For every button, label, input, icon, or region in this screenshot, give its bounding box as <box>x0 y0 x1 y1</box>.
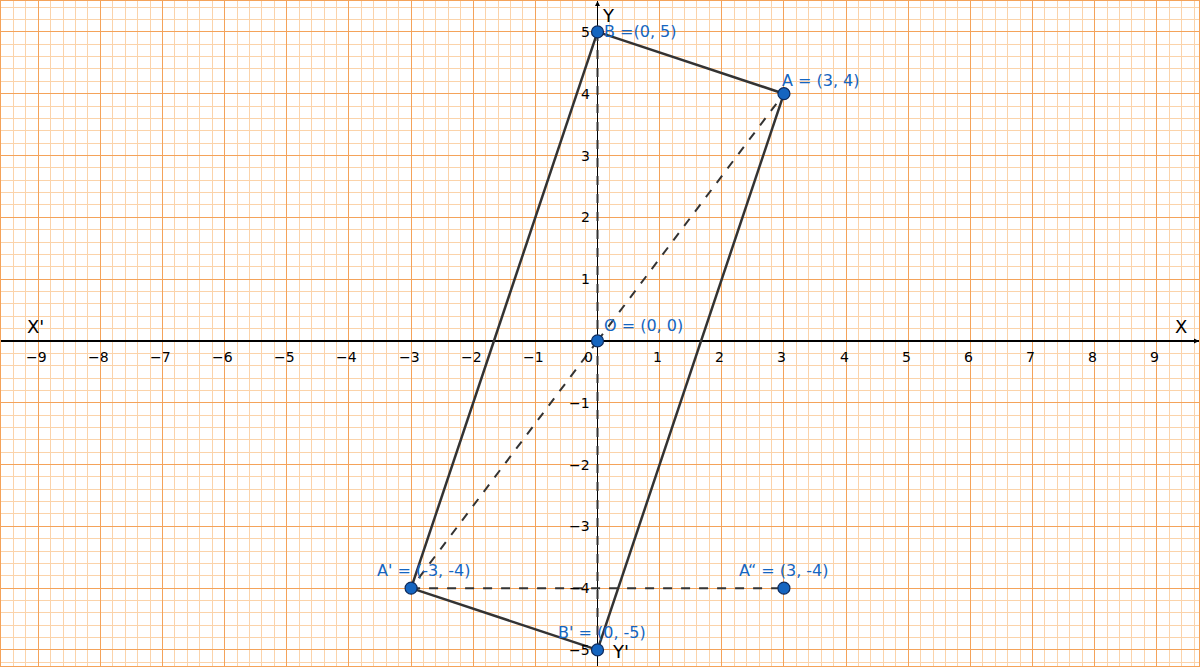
svg-text:−1: −1 <box>569 395 590 411</box>
svg-text:−3: −3 <box>569 518 590 534</box>
svg-text:−5: −5 <box>274 349 295 365</box>
svg-text:−8: −8 <box>88 349 109 365</box>
svg-text:−2: −2 <box>569 457 590 473</box>
svg-text:3: 3 <box>581 148 590 164</box>
svg-text:−2: −2 <box>461 349 482 365</box>
svg-text:Y: Y <box>602 5 615 26</box>
svg-text:B =(0, 5): B =(0, 5) <box>604 22 676 41</box>
svg-text:3: 3 <box>777 349 786 365</box>
svg-text:−7: −7 <box>150 349 171 365</box>
svg-text:0: 0 <box>584 349 593 365</box>
svg-text:X': X' <box>27 316 44 337</box>
svg-text:7: 7 <box>1026 349 1035 365</box>
svg-text:2: 2 <box>715 349 724 365</box>
svg-text:Y': Y' <box>612 641 629 662</box>
svg-text:2: 2 <box>581 209 590 225</box>
svg-text:−9: −9 <box>26 349 47 365</box>
svg-text:A“ = (3, -4): A“ = (3, -4) <box>739 561 829 580</box>
svg-text:5: 5 <box>902 349 911 365</box>
svg-text:−3: −3 <box>399 349 420 365</box>
svg-text:4: 4 <box>840 349 849 365</box>
svg-text:X: X <box>1175 316 1187 337</box>
svg-text:1: 1 <box>581 271 590 287</box>
svg-text:8: 8 <box>1088 349 1097 365</box>
svg-text:4: 4 <box>581 86 590 102</box>
svg-text:−4: −4 <box>569 580 590 596</box>
svg-text:1: 1 <box>653 349 662 365</box>
svg-text:6: 6 <box>964 349 973 365</box>
svg-text:9: 9 <box>1150 349 1159 365</box>
svg-text:5: 5 <box>581 24 590 40</box>
svg-text:O = (0, 0): O = (0, 0) <box>604 316 683 335</box>
svg-text:−4: −4 <box>336 349 357 365</box>
svg-text:B' = (0, -5): B' = (0, -5) <box>558 623 646 642</box>
svg-text:−1: −1 <box>523 349 544 365</box>
svg-text:A = (3, 4): A = (3, 4) <box>782 71 860 90</box>
svg-text:A' = (-3, -4): A' = (-3, -4) <box>377 561 470 580</box>
svg-text:−6: −6 <box>212 349 233 365</box>
svg-text:−5: −5 <box>569 642 590 658</box>
